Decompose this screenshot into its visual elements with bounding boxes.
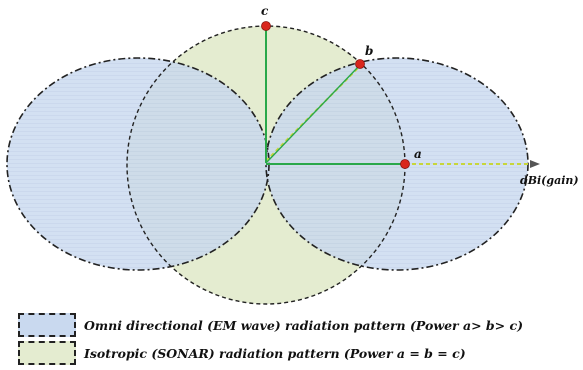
omni-lobe-left [7, 58, 269, 270]
label-a: a [414, 147, 422, 161]
gain-axis-arrowhead [530, 160, 540, 168]
legend-swatch-omni [18, 313, 76, 337]
point-b-marker [355, 59, 365, 69]
point-a-marker [400, 159, 410, 169]
legend-label-omni: Omni directional (EM wave) radiation pat… [84, 317, 523, 333]
radius-b [265, 65, 360, 164]
label-c: c [261, 4, 269, 18]
legend-swatch-isotropic [18, 341, 76, 365]
gain-axis-label: dBi(gain) [520, 174, 579, 187]
legend-label-isotropic: Isotropic (SONAR) radiation pattern (Pow… [84, 345, 466, 361]
label-b: b [365, 44, 373, 58]
legend-item-omni: Omni directional (EM wave) radiation pat… [18, 312, 523, 338]
legend-item-isotropic: Isotropic (SONAR) radiation pattern (Pow… [18, 340, 466, 366]
point-c-marker [261, 21, 271, 31]
